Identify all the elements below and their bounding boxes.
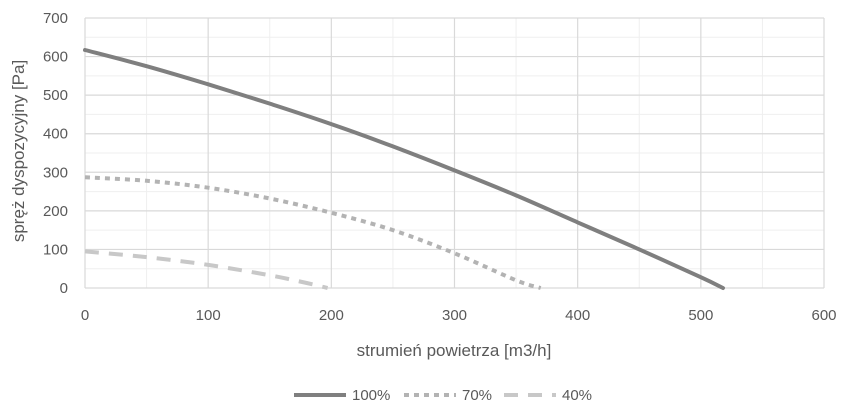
series-line-1 xyxy=(83,48,725,290)
series-line-2 xyxy=(84,175,542,290)
x-tick-label: 0 xyxy=(81,307,89,324)
series-lines xyxy=(83,48,725,290)
x-tick-label: 400 xyxy=(565,307,590,324)
y-axis-title: spręż dyspozycyjny [Pa] xyxy=(9,60,28,242)
series-line-3 xyxy=(84,249,329,290)
x-tick-label: 200 xyxy=(319,307,344,324)
major-gridlines xyxy=(84,17,825,289)
legend-label-1: 100% xyxy=(352,387,390,404)
legend: 100% 70% 40% xyxy=(294,387,592,404)
x-tick-label: 600 xyxy=(811,307,836,324)
y-tick-label: 100 xyxy=(43,241,68,258)
y-tick-label: 600 xyxy=(43,49,68,66)
x-axis-ticks: 0 100 200 300 400 500 600 xyxy=(81,307,837,324)
legend-label-3: 40% xyxy=(562,387,592,404)
x-tick-label: 500 xyxy=(688,307,713,324)
y-tick-label: 500 xyxy=(43,87,68,104)
y-tick-label: 700 xyxy=(43,10,68,27)
x-tick-label: 300 xyxy=(442,307,467,324)
y-tick-label: 400 xyxy=(43,126,68,143)
y-axis-ticks: 0 100 200 300 400 500 600 700 xyxy=(43,10,68,297)
legend-label-2: 70% xyxy=(462,387,492,404)
x-tick-label: 100 xyxy=(196,307,221,324)
y-tick-label: 0 xyxy=(60,280,68,297)
y-tick-label: 300 xyxy=(43,164,68,181)
x-axis-title: strumień powietrza [m3/h] xyxy=(357,341,552,360)
y-tick-label: 200 xyxy=(43,203,68,220)
